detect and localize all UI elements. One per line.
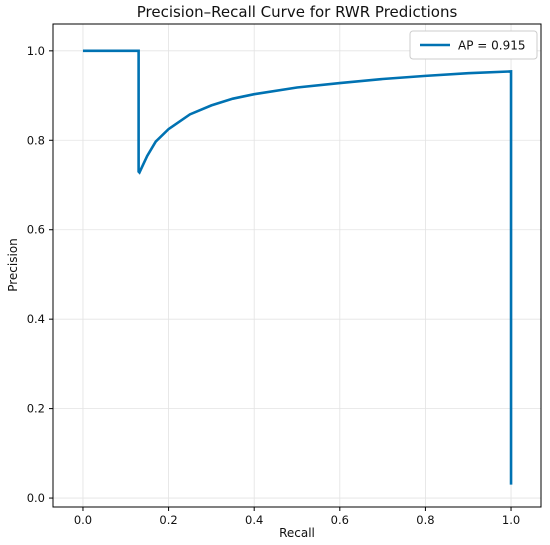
x-tick-label: 0.6 [331, 513, 349, 527]
y-axis-label: Precision [6, 238, 20, 292]
x-tick-label: 0.0 [74, 513, 92, 527]
axes: 0.0 0.2 0.4 0.6 0.8 1.0 0.0 0.2 0.4 0.6 0.8 1.0 [27, 23, 542, 527]
y-tick-label: 1.0 [27, 44, 45, 58]
y-tick-label: 0.4 [27, 312, 45, 326]
series-line [82, 49, 513, 485]
x-tick-label: 1.0 [502, 513, 520, 527]
chart-title: Precision–Recall Curve for RWR Predictio… [137, 3, 458, 21]
legend: AP = 0.915 [409, 30, 538, 60]
plot-frame [52, 23, 542, 508]
y-tick-label: 0.0 [27, 491, 45, 505]
x-tick-label: 0.2 [159, 513, 177, 527]
y-tick-label: 0.6 [27, 223, 45, 237]
legend-box [409, 30, 538, 60]
x-tick-label: 0.8 [416, 513, 434, 527]
legend-label: AP = 0.915 [458, 39, 525, 53]
y-tick-label: 0.8 [27, 133, 45, 147]
x-tick-label: 0.4 [245, 513, 263, 527]
series-layer [82, 49, 513, 485]
y-tick-label: 0.2 [27, 402, 45, 416]
x-axis-label: Recall [279, 526, 315, 540]
